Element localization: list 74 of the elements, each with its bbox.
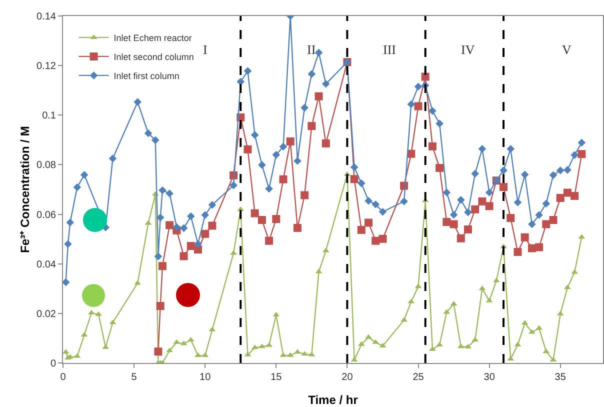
x-tick-label: 15 [270, 372, 282, 383]
y-tick-label: 0.02 [36, 308, 56, 320]
x-axis-title: Time / hr [308, 393, 358, 407]
point [378, 234, 387, 243]
point [166, 221, 174, 230]
point [180, 252, 188, 260]
point [314, 92, 323, 100]
point [293, 224, 302, 232]
y-tick-label: 0.12 [36, 61, 56, 72]
point [570, 192, 579, 200]
x-tick-label: 5 [131, 372, 138, 383]
point [156, 302, 164, 310]
point [514, 248, 522, 256]
point [286, 137, 294, 146]
point [478, 197, 486, 206]
point [549, 216, 558, 224]
legend-label: Inlet second column [114, 52, 194, 62]
point [520, 233, 529, 242]
point [158, 262, 166, 270]
point [322, 139, 330, 148]
point [194, 245, 202, 254]
point [563, 188, 572, 197]
y-tick-label: 0.04 [36, 259, 56, 270]
annotation: V [562, 42, 572, 57]
point [500, 183, 508, 192]
y-tick-label: 0.1 [42, 110, 56, 122]
legend-label: Inlet first column [114, 70, 180, 81]
point [279, 175, 288, 184]
y-axis-title: Fe³⁺ Concentration / M [18, 126, 32, 253]
point [414, 102, 422, 110]
x-tick-label: 20 [342, 372, 354, 383]
point [201, 230, 210, 238]
x-tick-label: 0 [60, 372, 66, 383]
y-tick-label: 0.14 [36, 12, 56, 22]
point [421, 72, 430, 81]
point [456, 234, 465, 242]
point [154, 348, 162, 356]
point [436, 164, 444, 172]
y-tick-label: 0.08 [36, 160, 56, 172]
point [357, 226, 366, 234]
point [364, 218, 373, 227]
legend-label: Inlet Echem reactor [114, 32, 192, 43]
point [442, 218, 451, 226]
x-tick-label: 25 [412, 372, 424, 383]
point [464, 225, 472, 234]
annotation: IV [461, 42, 476, 57]
point [428, 142, 436, 150]
point [350, 175, 358, 184]
point [250, 209, 259, 218]
point [308, 122, 316, 130]
point [485, 202, 494, 210]
point [186, 242, 195, 250]
point [300, 191, 309, 200]
point [450, 220, 458, 228]
point [506, 214, 515, 222]
point [372, 236, 380, 245]
annotation: II [307, 42, 316, 57]
annotation: I [203, 42, 208, 57]
x-tick-label: 10 [200, 372, 212, 383]
point [208, 222, 216, 230]
point [244, 145, 252, 154]
point [258, 216, 266, 224]
point [542, 220, 550, 228]
y-tick-label: 0.06 [36, 210, 56, 221]
point [556, 194, 564, 202]
point [578, 150, 586, 158]
x-tick-label: 35 [554, 372, 566, 383]
point [535, 243, 544, 252]
annotation: III [383, 42, 396, 57]
point [272, 215, 280, 223]
point [265, 236, 274, 245]
x-tick-label: 30 [484, 372, 496, 383]
point [471, 205, 480, 214]
y-tick-label: 0 [50, 358, 56, 370]
